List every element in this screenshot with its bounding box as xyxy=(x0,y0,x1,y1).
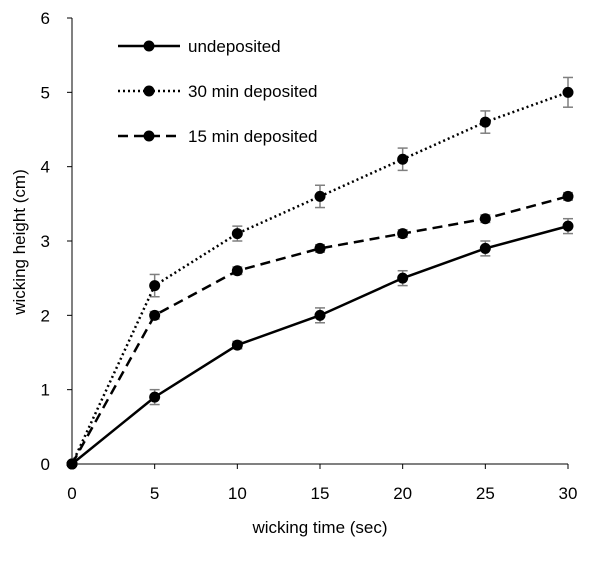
x-tick-label: 10 xyxy=(228,484,247,503)
data-point-15-min-deposited xyxy=(397,228,409,240)
data-point-15-min-deposited xyxy=(149,309,161,321)
legend: undeposited 30 min deposited 15 min deposi… xyxy=(118,37,317,146)
data-point-undeposited xyxy=(562,220,574,232)
data-point-15-min-deposited xyxy=(66,458,78,470)
legend-marker-30-min-deposited xyxy=(143,85,155,97)
data-point-undeposited xyxy=(479,242,491,254)
tick-labels: 0 5 10 15 20 25 30 0 1 2 3 4 5 6 xyxy=(41,9,578,503)
legend-marker-undeposited xyxy=(143,40,155,52)
y-tick-label: 5 xyxy=(41,83,50,102)
data-point-15-min-deposited xyxy=(562,190,574,202)
x-axis-title: wicking time (sec) xyxy=(251,518,387,537)
y-tick-label: 6 xyxy=(41,9,50,28)
series-line-15-min-deposited xyxy=(70,195,569,465)
y-tick-label: 0 xyxy=(41,455,50,474)
y-tick-label: 3 xyxy=(41,232,50,251)
data-point-15-min-deposited xyxy=(231,265,243,277)
data-point-undeposited xyxy=(397,272,409,284)
data-point-15-min-deposited xyxy=(314,242,326,254)
data-markers xyxy=(66,86,574,470)
y-tick-label: 1 xyxy=(41,381,50,400)
axes xyxy=(67,17,569,469)
legend-marker-15-min-deposited xyxy=(143,130,155,142)
data-point-30-min-deposited xyxy=(397,153,409,165)
legend-label-30-min-deposited: 30 min deposited xyxy=(188,82,317,101)
data-point-undeposited xyxy=(149,391,161,403)
data-point-30-min-deposited xyxy=(231,228,243,240)
series-line-undeposited xyxy=(71,224,569,465)
series-line-30-min-deposited xyxy=(70,91,569,465)
x-tick-label: 5 xyxy=(150,484,159,503)
data-point-undeposited xyxy=(314,309,326,321)
data-point-30-min-deposited xyxy=(562,86,574,98)
legend-label-undeposited: undeposited xyxy=(188,37,281,56)
data-point-15-min-deposited xyxy=(479,213,491,225)
series-lines xyxy=(70,91,569,465)
y-tick-label: 4 xyxy=(41,158,50,177)
data-point-30-min-deposited xyxy=(149,280,161,292)
legend-label-15-min-deposited: 15 min deposited xyxy=(188,127,317,146)
y-tick-label: 2 xyxy=(41,306,50,325)
data-point-30-min-deposited xyxy=(479,116,491,128)
x-tick-label: 25 xyxy=(476,484,495,503)
data-point-undeposited xyxy=(231,339,243,351)
x-tick-label: 30 xyxy=(559,484,578,503)
x-tick-label: 15 xyxy=(311,484,330,503)
y-axis-title: wicking height (cm) xyxy=(10,169,29,316)
x-tick-label: 0 xyxy=(67,484,76,503)
x-tick-label: 20 xyxy=(393,484,412,503)
data-point-30-min-deposited xyxy=(314,190,326,202)
